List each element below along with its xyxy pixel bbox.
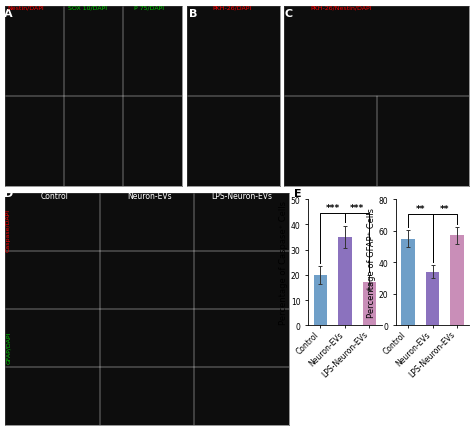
Bar <box>338 237 352 326</box>
Text: LPS-Neuron-EVs: LPS-Neuron-EVs <box>211 192 272 201</box>
Text: A: A <box>4 9 12 19</box>
Text: Nestin/DAPI: Nestin/DAPI <box>8 5 45 10</box>
Text: Neuron-EVs: Neuron-EVs <box>127 192 172 201</box>
Y-axis label: Percentage of Caspase⁺ Cells: Percentage of Caspase⁺ Cells <box>279 201 288 325</box>
Text: ***: *** <box>350 203 364 212</box>
Bar <box>363 283 376 326</box>
Bar <box>450 236 464 326</box>
Bar <box>314 275 327 326</box>
Text: E: E <box>294 189 301 199</box>
Bar <box>401 239 415 326</box>
Text: **: ** <box>440 204 449 214</box>
Text: P 75/DAPI: P 75/DAPI <box>134 5 164 10</box>
Text: ***: *** <box>326 203 340 212</box>
Text: C: C <box>284 9 292 19</box>
Text: PKH-26/Nestin/DAPI: PKH-26/Nestin/DAPI <box>310 5 372 10</box>
Text: **: ** <box>416 204 425 214</box>
Text: B: B <box>189 9 197 19</box>
Bar <box>426 272 439 326</box>
Y-axis label: Percentage of GFAP⁺ Cells: Percentage of GFAP⁺ Cells <box>366 208 375 317</box>
Text: SOX 10/DAPI: SOX 10/DAPI <box>68 5 107 10</box>
Text: D: D <box>4 189 13 199</box>
Text: PKH-26/DAPI: PKH-26/DAPI <box>213 5 252 10</box>
Text: Caspase/DAPI: Caspase/DAPI <box>6 208 11 252</box>
Text: Control: Control <box>41 192 68 201</box>
Text: GFAP/DAPI: GFAP/DAPI <box>6 331 11 363</box>
